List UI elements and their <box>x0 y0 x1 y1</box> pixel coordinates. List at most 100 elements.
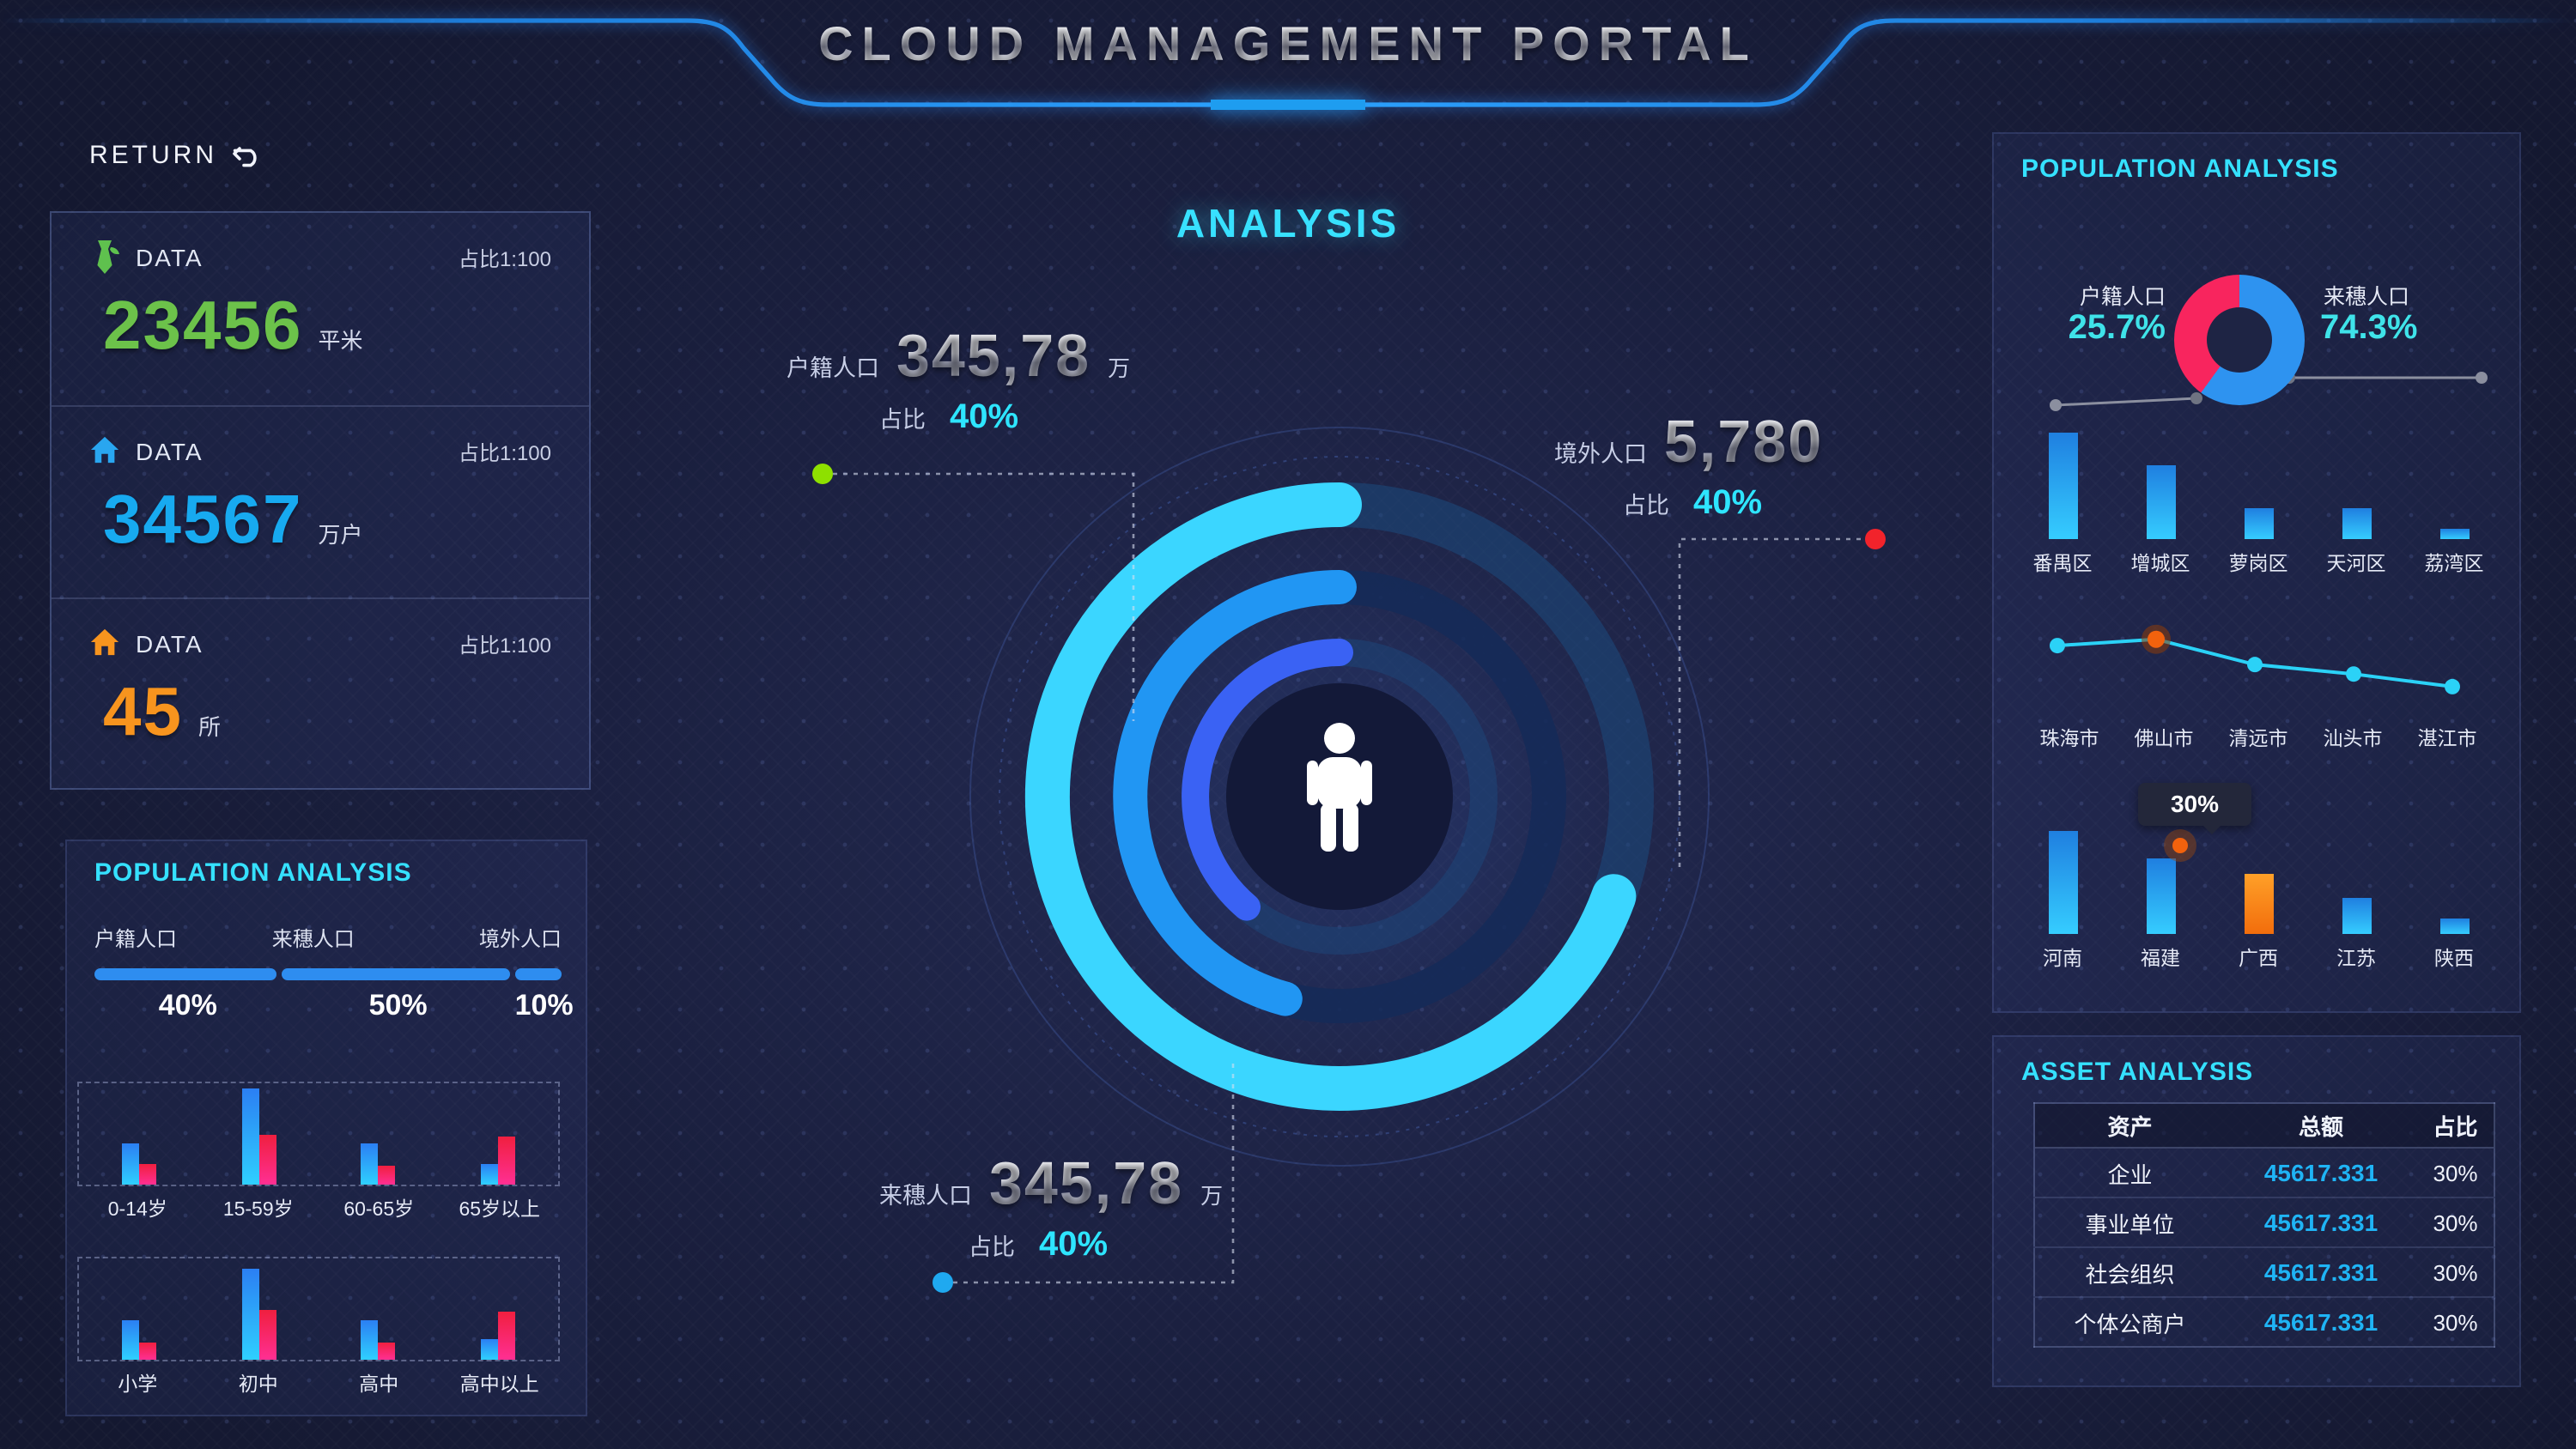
line-point <box>2445 678 2460 694</box>
asset-total: 45617.331 <box>2224 1197 2418 1247</box>
category-label: 陕西 <box>2434 949 2474 970</box>
app-title: CLOUD MANAGEMENT PORTAL <box>0 17 2576 72</box>
metric-value: 5,780 <box>1664 409 1824 476</box>
donut-percent-right: 74.3% <box>2320 309 2418 347</box>
asset-ratio: 30% <box>2417 1296 2494 1347</box>
stat-label: DATA <box>136 438 204 465</box>
stat-value: 34567 万户 <box>103 482 363 558</box>
bar <box>2439 529 2469 539</box>
district-bar-chart: 番禺区 增城区 萝岗区 天河区 荔湾区 <box>2028 433 2488 577</box>
bar-column: 陕西 <box>2420 828 2488 972</box>
city-line-labels: 珠海市 佛山市 清远市 汕头市 湛江市 <box>2028 724 2488 752</box>
category-label: 番禺区 <box>2032 555 2093 575</box>
stat-label: DATA <box>136 244 204 271</box>
bar-group <box>439 1258 559 1360</box>
category-label: 高中 <box>359 1375 399 1396</box>
metric-ratio-label: 占比 <box>969 1234 1015 1260</box>
donut-percent-left: 25.7% <box>2068 309 2166 347</box>
red-bar <box>258 1135 276 1185</box>
segment-bar <box>282 968 511 980</box>
category-label: 初中 <box>238 1375 278 1396</box>
asset-total: 45617.331 <box>2224 1147 2418 1197</box>
bar-column: 河南 <box>2028 828 2097 972</box>
metric-label: 境外人口 <box>1554 441 1647 467</box>
city-line-chart <box>2050 624 2460 694</box>
metric-label: 来穗人口 <box>879 1183 972 1209</box>
line-point <box>2050 638 2065 654</box>
metric-ratio: 40% <box>950 398 1019 436</box>
bar-column: 福建 <box>2126 828 2195 972</box>
stat-ratio: 占比1:100 <box>458 440 551 464</box>
return-button[interactable]: RETURN <box>89 141 262 170</box>
donut-label-left: 户籍人口 <box>2079 285 2166 309</box>
center-glow <box>962 412 1752 1202</box>
red-bar <box>378 1343 396 1360</box>
category-label: 15-59岁 <box>222 1200 294 1221</box>
home-icon <box>89 627 120 661</box>
metric-overseas-population: 境外人口 5,780 占比 40% <box>1554 409 1966 524</box>
bar <box>2048 831 2077 934</box>
category-label: 高中以上 <box>459 1375 539 1396</box>
bar-group <box>79 1083 199 1185</box>
dot-blue <box>933 1272 953 1293</box>
metric-ratio-label: 占比 <box>1623 493 1669 518</box>
metric-value: 345,78 <box>896 323 1091 390</box>
asset-ratio: 30% <box>2417 1246 2494 1297</box>
metric-ratio-label: 占比 <box>879 407 926 433</box>
bar-column: 江苏 <box>2322 828 2391 972</box>
blue-bar <box>241 1088 259 1185</box>
education-bar-chart-labels: 小学 初中 高中 高中以上 <box>77 1370 560 1397</box>
donut-label-right: 来穗人口 <box>2324 285 2410 309</box>
line-point <box>2247 657 2263 673</box>
bar-group <box>319 1258 439 1360</box>
asset-analysis-panel: ASSET ANALYSIS 资产 总额 占比 企业 45617.331 30% 事… <box>1992 1035 2521 1387</box>
red-bar <box>498 1312 516 1360</box>
bar-column: 增城区 <box>2126 433 2195 577</box>
population-analysis-left-panel: POPULATION ANALYSIS 户籍人口 来穗人口 境外人口 40% 50% 1… <box>65 840 587 1416</box>
category-label: 萝岗区 <box>2228 555 2288 575</box>
bar-column: 萝岗区 <box>2224 433 2293 577</box>
segment-label: 户籍人口 <box>94 927 178 951</box>
asset-total: 45617.331 <box>2224 1296 2418 1347</box>
category-label: 佛山市 <box>2134 730 2194 750</box>
table-row: 个体公商户 45617.331 30% <box>2034 1296 2494 1347</box>
donut <box>2174 275 2305 405</box>
category-label: 广西 <box>2239 949 2278 970</box>
asset-name: 个体公商户 <box>2034 1296 2225 1347</box>
dot-red <box>1865 529 1886 549</box>
table-header: 总额 <box>2224 1103 2418 1149</box>
bar-column: 广西 <box>2224 828 2293 972</box>
bar-column: 荔湾区 <box>2420 433 2488 577</box>
metric-ratio: 40% <box>1693 484 1763 522</box>
bar <box>2146 858 2175 934</box>
stat-value: 45 所 <box>103 675 222 750</box>
segment-percent: 10% <box>514 989 574 1022</box>
table-header: 占比 <box>2417 1103 2494 1149</box>
panel-title: POPULATION ANALYSIS <box>2021 155 2339 184</box>
asset-name: 事业单位 <box>2034 1197 2225 1247</box>
undo-icon <box>232 146 256 167</box>
red-bar <box>498 1137 516 1185</box>
red-bar <box>258 1310 276 1360</box>
metric-ratio: 40% <box>1039 1226 1109 1264</box>
blue-bar <box>121 1143 139 1185</box>
population-donut-chart: 户籍人口 25.7% 来穗人口 74.3% <box>1994 268 2523 433</box>
category-label: 江苏 <box>2336 949 2376 970</box>
stat-value: 23456 平米 <box>103 288 363 364</box>
red-bar <box>138 1343 156 1360</box>
category-label: 清远市 <box>2228 730 2288 750</box>
stat-ratio: 占比1:100 <box>458 246 551 270</box>
bar-column: 番禺区 <box>2028 433 2097 577</box>
category-label: 湛江市 <box>2417 730 2477 750</box>
home-icon <box>89 434 120 469</box>
blue-bar <box>241 1269 259 1360</box>
bar <box>2244 874 2273 934</box>
tooltip: 30% <box>2138 783 2251 834</box>
segment-percent: 40% <box>158 989 217 1022</box>
category-label: 65岁以上 <box>459 1200 541 1221</box>
segment-percent: 50% <box>368 989 428 1022</box>
bar-group <box>199 1083 319 1185</box>
stat-label: DATA <box>136 630 204 658</box>
stat-card: DATA 占比1:100 45 所 <box>52 597 589 790</box>
red-bar <box>138 1164 156 1185</box>
